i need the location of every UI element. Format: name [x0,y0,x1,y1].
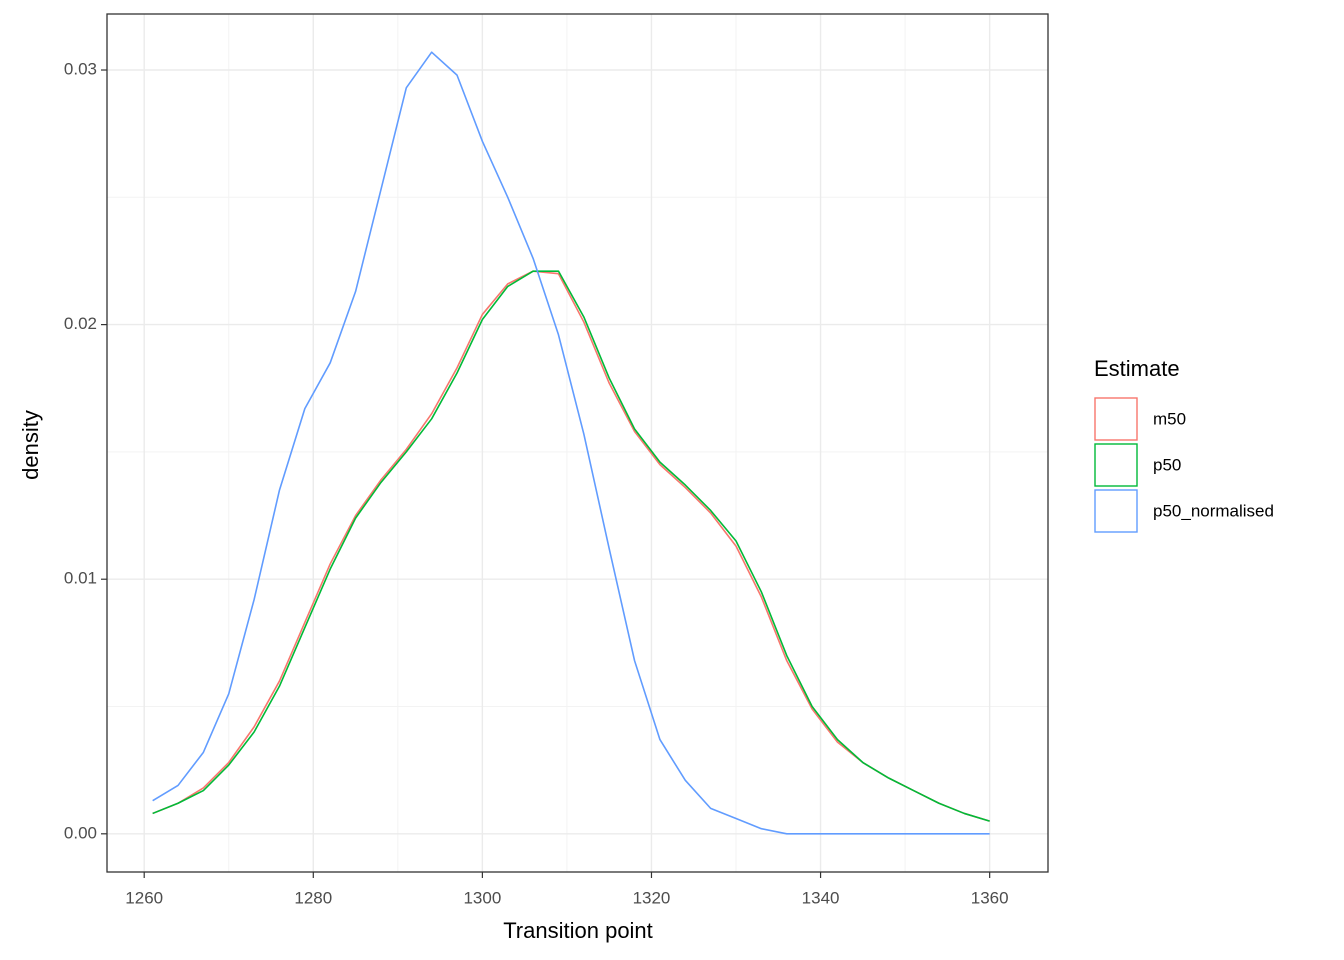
y-axis-title: density [18,410,43,480]
x-axis-title: Transition point [503,918,653,943]
legend-title: Estimate [1094,356,1180,381]
x-tick-label: 1360 [971,888,1009,907]
density-line [152,270,990,822]
legend-label: p50_normalised [1153,501,1274,520]
density-line [152,51,990,835]
legend-key [1094,443,1138,487]
density-line [152,270,990,822]
legend-key [1094,397,1138,441]
legend-label: p50 [1153,455,1181,474]
panel-border [106,13,1049,873]
x-tick-label: 1300 [463,888,501,907]
x-tick-label: 1320 [633,888,671,907]
y-tick-label: 0.02 [64,314,97,333]
y-tick-label: 0.00 [64,823,97,842]
x-tick-label: 1260 [125,888,163,907]
legend-key [1094,489,1138,533]
y-tick-label: 0.03 [64,59,97,78]
legend-label: m50 [1153,409,1186,428]
x-tick-label: 1340 [802,888,840,907]
y-tick-label: 0.01 [64,569,97,588]
x-tick-label: 1280 [294,888,332,907]
